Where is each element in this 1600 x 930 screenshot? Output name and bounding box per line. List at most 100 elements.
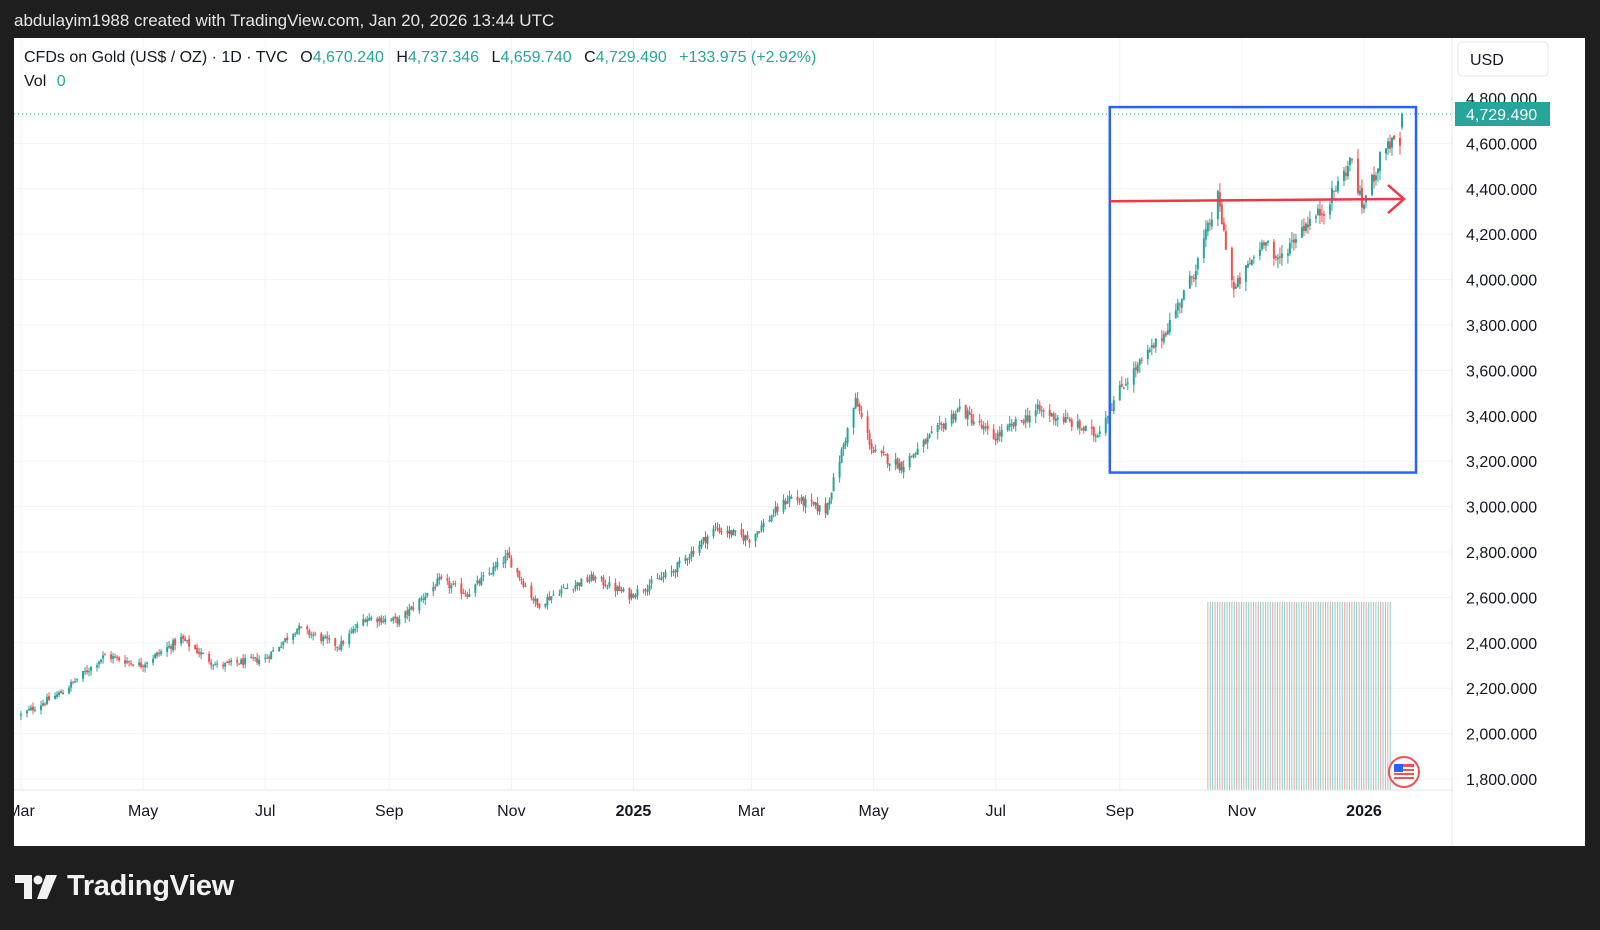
candle-body [1350, 159, 1353, 161]
candle-body [1134, 367, 1137, 370]
candle-body [622, 588, 625, 592]
candle-body [684, 557, 687, 561]
candle-body [124, 660, 127, 664]
candle-body [326, 636, 329, 639]
candle-body [714, 526, 717, 528]
candle-body [734, 530, 737, 532]
candle-body [1278, 256, 1281, 258]
candle-body [1222, 222, 1225, 231]
candle-body [1258, 249, 1261, 256]
candle-body [1080, 428, 1083, 431]
candle-body [1048, 409, 1051, 416]
candle-body [868, 433, 871, 445]
candle-body [1362, 204, 1365, 209]
candle-body [774, 507, 777, 514]
candle-body [1054, 418, 1057, 422]
candle-body [306, 626, 309, 630]
flag-icon[interactable] [1388, 756, 1420, 788]
candle-body [1006, 425, 1009, 431]
candle-body [1216, 191, 1219, 220]
candle-body [566, 587, 569, 589]
candle-body [594, 577, 597, 580]
candle-body [68, 687, 71, 694]
candle-body [790, 497, 793, 499]
price-chart[interactable]: 4,800.0004,600.0004,400.0004,200.0004,00… [7, 38, 1585, 846]
candle-body [114, 656, 117, 658]
candle-body [448, 581, 451, 589]
candle-body [412, 607, 415, 610]
drawings[interactable] [1108, 105, 1418, 474]
x-tick-label: Nov [1228, 803, 1256, 820]
candle-body [706, 536, 709, 544]
candle-body [630, 593, 633, 599]
candle-body [982, 426, 985, 430]
y-tick-label: 3,600.000 [1466, 363, 1537, 380]
rectangle-drawing[interactable] [1108, 105, 1418, 474]
candle-body [1232, 282, 1235, 290]
candle-body [1318, 209, 1321, 216]
candle-body [1262, 242, 1265, 246]
x-tick-label: 2026 [1346, 803, 1382, 820]
candle-body [1348, 157, 1351, 165]
candle-body [1096, 435, 1099, 438]
candle-body [1194, 271, 1197, 280]
x-tick-label: Nov [497, 803, 525, 820]
candle-body [1150, 345, 1153, 348]
axes[interactable]: 4,800.0004,600.0004,400.0004,200.0004,00… [7, 38, 1550, 846]
candle-body [564, 588, 567, 590]
candle-body [956, 409, 959, 412]
candle-body [1246, 264, 1249, 268]
candle-body [378, 618, 381, 622]
candle-body [1154, 338, 1157, 348]
candle-body [950, 414, 953, 424]
candle-body [1344, 172, 1347, 176]
candle-body [186, 640, 189, 642]
candle-body [284, 638, 287, 642]
arrow-drawing[interactable] [1109, 197, 1405, 203]
arrow-head[interactable] [1387, 184, 1406, 214]
candle-body [502, 562, 505, 564]
legend-open: 4,670.240 [313, 49, 384, 66]
tradingview-logo[interactable]: TradingView [15, 870, 234, 903]
candle-body [520, 579, 523, 581]
candle-body [146, 662, 149, 664]
candle-body [278, 647, 281, 652]
candle-body [26, 710, 29, 714]
candle-body [1370, 174, 1373, 195]
candle-body [1390, 137, 1393, 148]
candle-body [1036, 404, 1039, 409]
currency-button[interactable]: USD [1457, 41, 1549, 77]
candle-body [618, 585, 621, 592]
x-tick-label: Sep [375, 803, 404, 820]
chart-panel[interactable]: 4,800.000 4,600.000 4,400.000 4,200.000 4,00… [7, 38, 1585, 846]
candle-body [1398, 137, 1401, 146]
candle-body [992, 429, 995, 440]
y-tick-label: 3,200.000 [1466, 454, 1537, 471]
candle-body [552, 594, 555, 596]
x-tick-label: Jul [985, 803, 1005, 820]
candle-body [1374, 175, 1377, 181]
legend-close-label: C [584, 49, 596, 66]
candle-body [1358, 190, 1361, 195]
currency-label[interactable]: USD [1470, 52, 1504, 69]
y-tick-label: 3,000.000 [1466, 500, 1537, 517]
candle-body [312, 634, 315, 636]
candle-body [838, 462, 841, 478]
candle-body [1264, 242, 1267, 246]
candle-body [880, 450, 883, 453]
volume-bars [1207, 602, 1391, 790]
candle-body [160, 651, 163, 654]
candle-body [518, 571, 521, 579]
candle-body [60, 691, 63, 694]
candle-body [1336, 181, 1339, 192]
candle-body [226, 661, 229, 663]
candle-body [954, 413, 957, 421]
y-tick-label: 4,600.000 [1466, 136, 1537, 153]
candle-body [56, 694, 59, 697]
candle-body [852, 407, 855, 428]
candle-body [208, 653, 211, 662]
candle-body [832, 477, 835, 492]
currency-button-frame[interactable] [1457, 41, 1549, 77]
candle-body [760, 525, 763, 531]
candle-body [1028, 415, 1031, 423]
